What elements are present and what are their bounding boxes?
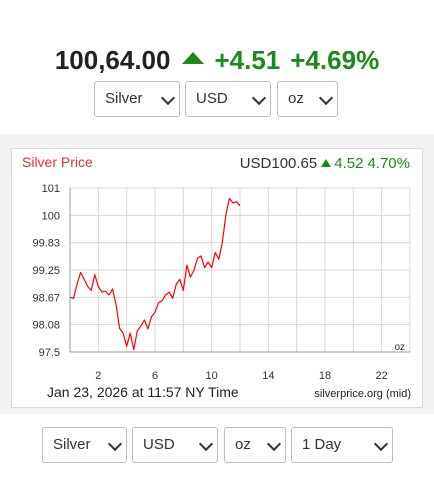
metal-select[interactable]: Silver: [94, 81, 180, 117]
x-tick-label: 14: [262, 370, 274, 382]
chart-quote: USD100.65 4.52 4.70%: [240, 155, 410, 172]
x-tick-label: 10: [206, 370, 218, 382]
currency-select-value: USD: [196, 90, 228, 107]
y-tick-label: 101: [42, 183, 60, 195]
metal-select-bottom[interactable]: Silver: [42, 427, 127, 463]
currency-select[interactable]: USD: [185, 81, 271, 117]
range-select-value: 1 Day: [302, 436, 342, 453]
x-tick-label: 22: [376, 370, 388, 382]
unit-select-bottom[interactable]: oz: [224, 427, 286, 463]
up-arrow-icon: [182, 52, 205, 65]
price-change: +4.51: [214, 45, 281, 75]
metal-select-bottom-value: Silver: [53, 436, 91, 453]
up-arrow-icon: [321, 159, 332, 167]
y-tick-label: 99.83: [32, 238, 60, 250]
currency-select-bottom-value: USD: [143, 436, 175, 453]
chart-quote-percent: 4.70%: [367, 155, 410, 172]
y-tick-label: 98.08: [32, 320, 60, 332]
range-select[interactable]: 1 Day: [291, 427, 393, 463]
unit-select[interactable]: oz: [277, 81, 338, 117]
x-tick-label: 18: [319, 370, 331, 382]
chart-title: Silver Price: [22, 154, 93, 170]
x-tick-label: 6: [152, 370, 158, 382]
chevron-down-icon: [107, 436, 123, 452]
currency-select-bottom[interactable]: USD: [132, 427, 218, 463]
chart-quote-change: 4.52: [334, 155, 364, 172]
chevron-down-icon: [373, 436, 389, 452]
chart-source: silverprice.org (mid): [314, 388, 411, 400]
price-header: 100,64.00 +4.51 +4.69%: [0, 44, 434, 76]
chevron-down-icon: [198, 436, 214, 452]
chevron-down-icon: [266, 436, 282, 452]
price-series-line: [69, 197, 241, 351]
metal-select-value: Silver: [105, 90, 143, 107]
y-tick-label: 99.25: [32, 265, 60, 277]
chart-card: [11, 148, 423, 408]
y-tick-label: 100: [42, 210, 60, 222]
y-tick-label: 97.5: [39, 347, 60, 359]
y-tick-label: 98.67: [32, 292, 60, 304]
unit-label: oz: [394, 342, 405, 353]
current-price: 100,64.00: [54, 45, 171, 75]
x-tick-label: 2: [95, 370, 101, 382]
chart-quote-price: USD100.65: [239, 155, 318, 172]
price-change-percent: +4.69%: [290, 45, 380, 75]
unit-select-value: oz: [288, 90, 304, 107]
unit-select-bottom-value: oz: [235, 436, 251, 453]
chart-timestamp: Jan 23, 2026 at 11:57 NY Time: [47, 384, 239, 400]
